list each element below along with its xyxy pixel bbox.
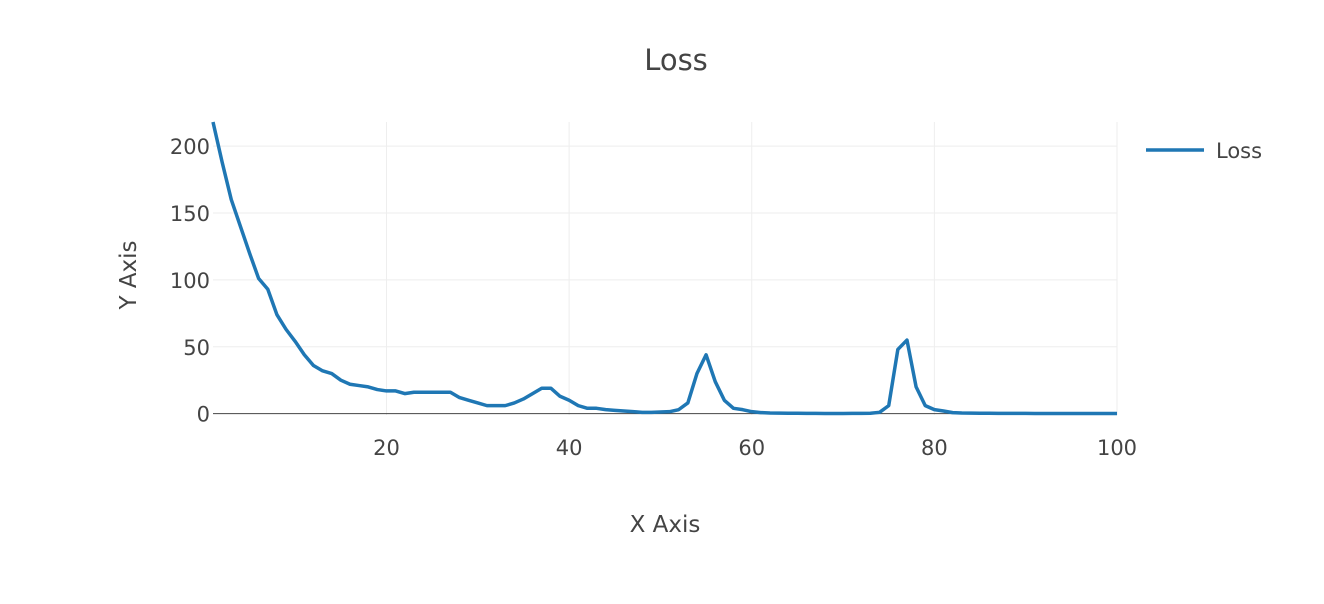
y-tick-label: 0	[197, 403, 210, 427]
x-tick-label: 40	[556, 436, 583, 460]
y-tick-label: 100	[170, 269, 210, 293]
x-tick-label: 60	[738, 436, 765, 460]
y-tick-labels: 0 50 100 150 200	[170, 135, 210, 427]
y-axis-label: Y Axis	[116, 240, 142, 310]
legend-label-loss: Loss	[1216, 139, 1262, 163]
x-gridlines	[385, 122, 1118, 415]
x-tick-labels: 20 40 60 80 100	[373, 436, 1137, 460]
x-tick-label: 100	[1097, 436, 1137, 460]
y-gridlines	[213, 145, 1117, 348]
series-line-loss	[211, 121, 1117, 416]
legend: Loss	[1146, 139, 1262, 163]
x-axis-label: X Axis	[630, 512, 701, 538]
x-tick-label: 20	[373, 436, 400, 460]
series-layer	[211, 121, 1117, 416]
y-tick-label: 150	[170, 202, 210, 226]
y-tick-label: 200	[170, 135, 210, 159]
y-tick-label: 50	[183, 336, 210, 360]
chart-title: Loss	[644, 43, 708, 77]
x-tick-label: 80	[921, 436, 948, 460]
